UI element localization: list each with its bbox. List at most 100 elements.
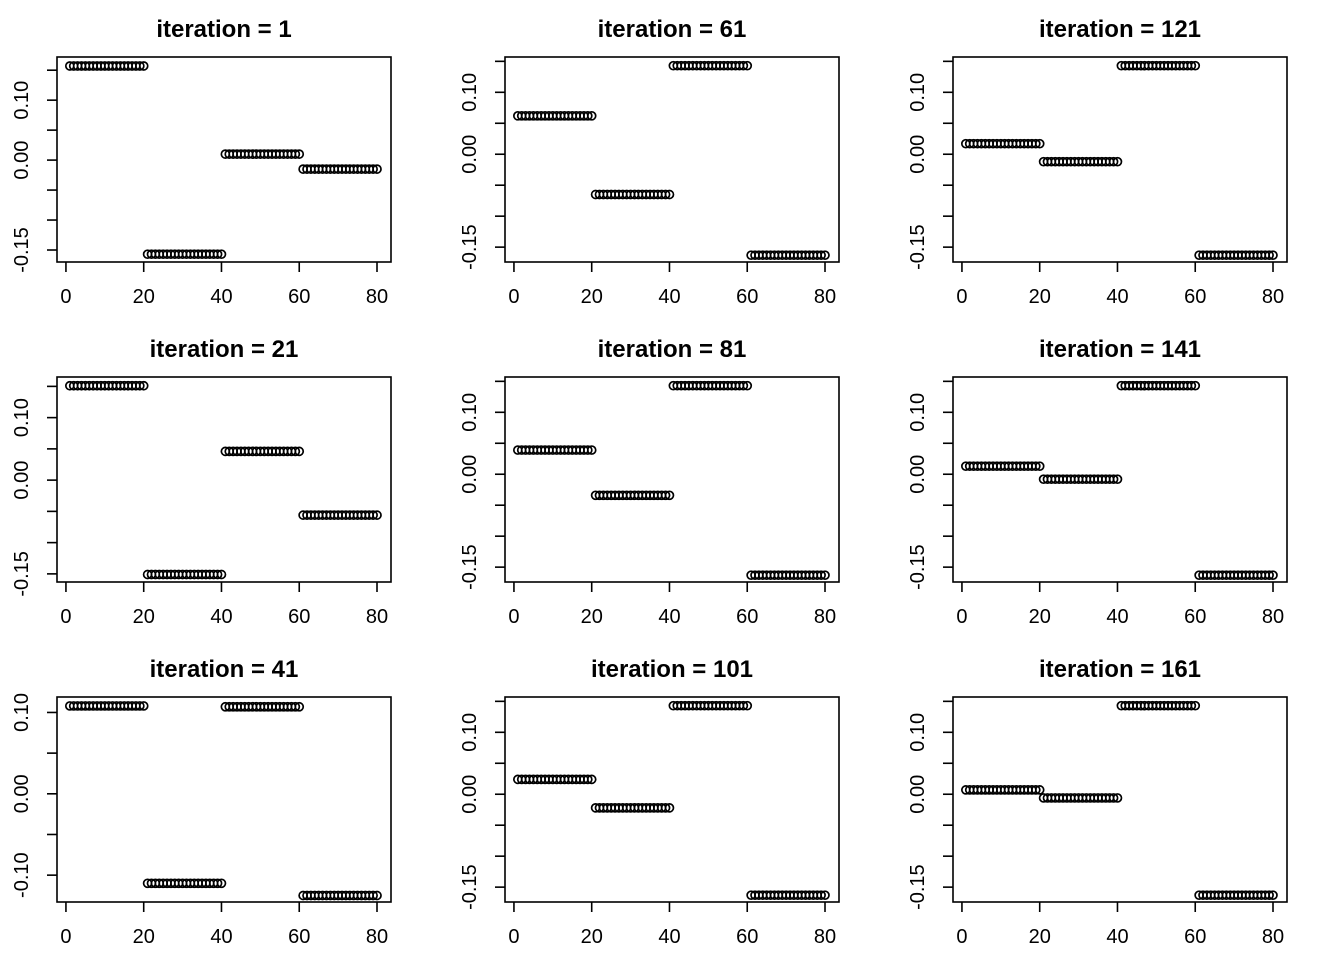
panel-title: iteration = 101	[591, 656, 753, 683]
data-point	[664, 189, 675, 200]
data-point	[294, 446, 305, 457]
plot-svg: iteration = 61 0 20 40 60 80 -0.15 0.00 0.10	[459, 16, 840, 308]
x-axis-tick-label: 0	[956, 926, 967, 948]
x-axis-tick-label: 60	[288, 926, 310, 948]
y-axis-tick-label: 0.00	[11, 461, 33, 500]
data-series-points-61-80	[1194, 250, 1278, 261]
data-point	[820, 890, 830, 901]
x-axis-tick-label: 40	[658, 286, 680, 308]
y-axis-tick-label: 0.10	[459, 713, 481, 752]
y-axis-tick-label: 0.10	[907, 73, 929, 112]
data-series-points-21-40	[142, 569, 227, 580]
data-point	[664, 803, 675, 813]
data-series-points-21-40	[590, 803, 675, 813]
y-axis-tick-label: 0.00	[459, 455, 481, 494]
data-point	[290, 701, 301, 712]
plot-box	[56, 376, 392, 583]
plot-panel-iteration-21: iteration = 21 0 20 40 60 80 -0.15 0.00 0.10	[0, 320, 448, 640]
data-series-points-61-80	[1194, 890, 1278, 901]
data-point	[820, 570, 830, 581]
data-point	[294, 701, 305, 712]
panel-title: iteration = 161	[1039, 656, 1201, 683]
panel-title: iteration = 21	[150, 336, 299, 363]
plot-box	[56, 56, 392, 263]
x-axis-tick-label: 80	[814, 286, 836, 308]
plot-panel-iteration-1: iteration = 1 0 20 40 60 80 -0.15 0.00 0.10	[0, 0, 448, 320]
data-point	[738, 380, 749, 391]
x-axis-tick-label: 80	[814, 606, 836, 628]
y-axis-tick-label: 0.00	[907, 775, 929, 814]
x-axis-tick-label: 40	[1106, 286, 1128, 308]
data-point	[586, 774, 597, 785]
data-series-points-1-20	[64, 701, 149, 711]
y-axis-tick-label: 0.00	[907, 455, 929, 494]
plot-svg: iteration = 121 0 20 40 60 80 -0.15 0.00 0.10	[907, 16, 1288, 308]
data-point	[664, 490, 675, 501]
data-point	[816, 250, 826, 261]
data-series-points-41-60	[1116, 380, 1201, 391]
data-point	[138, 61, 149, 71]
data-point	[290, 149, 301, 159]
y-axis-tick-label: -0.15	[907, 544, 929, 590]
data-series-points-41-60	[1116, 60, 1201, 71]
x-axis-tick-label: 80	[814, 926, 836, 948]
x-axis-tick-label: 0	[60, 926, 71, 948]
x-axis-tick-label: 40	[658, 606, 680, 628]
data-point	[212, 249, 223, 260]
data-point	[134, 61, 145, 71]
x-axis-tick-label: 20	[1029, 286, 1051, 308]
data-point	[742, 700, 753, 711]
x-axis-tick-label: 80	[366, 606, 388, 628]
x-axis-tick-label: 20	[1029, 926, 1051, 948]
y-axis-tick-label: -0.10	[11, 852, 33, 898]
panel-title: iteration = 41	[150, 656, 299, 683]
data-point	[1190, 380, 1201, 391]
y-axis-tick-label: 0.00	[459, 135, 481, 174]
data-point	[372, 164, 382, 174]
y-axis-tick-label: 0.10	[11, 398, 33, 437]
data-point	[586, 445, 597, 455]
x-axis-tick-label: 0	[956, 606, 967, 628]
data-point	[368, 510, 378, 520]
x-axis-tick-label: 40	[210, 286, 232, 308]
data-series-points-1-20	[960, 461, 1045, 472]
data-point	[582, 110, 593, 121]
data-point	[138, 701, 149, 711]
data-point	[660, 490, 671, 501]
data-point	[1112, 474, 1123, 485]
y-axis-tick-label: -0.15	[459, 224, 481, 270]
data-point	[212, 878, 223, 889]
y-axis-tick-label: 0.10	[907, 713, 929, 752]
y-axis-tick-label: 0.10	[459, 393, 481, 432]
x-axis-tick-label: 40	[210, 926, 232, 948]
y-axis-tick-label: 0.00	[459, 775, 481, 814]
x-axis-tick-label: 0	[60, 606, 71, 628]
panel-title: iteration = 81	[598, 336, 747, 363]
data-point	[1186, 60, 1197, 71]
data-series-points-1-20	[512, 774, 597, 785]
data-point	[1034, 138, 1045, 149]
x-axis-tick-label: 40	[1106, 926, 1128, 948]
data-series-points-41-60	[668, 700, 753, 711]
plot-panel-iteration-161: iteration = 161 0 20 40 60 80 -0.15 0.00 0.10	[896, 640, 1344, 960]
plot-panel-iteration-121: iteration = 121 0 20 40 60 80 -0.15 0.00 0.10	[896, 0, 1344, 320]
x-axis-tick-label: 20	[133, 286, 155, 308]
y-axis-tick-label: 0.10	[11, 81, 33, 120]
data-series-points-21-40	[1038, 793, 1123, 803]
y-axis-tick-label: -0.15	[459, 864, 481, 910]
plot-svg: iteration = 21 0 20 40 60 80 -0.15 0.00 0.10	[11, 336, 392, 628]
data-series-points-61-80	[1194, 570, 1278, 581]
plot-box	[504, 56, 840, 263]
data-point	[1030, 461, 1041, 472]
x-axis-tick-label: 40	[210, 606, 232, 628]
y-axis-tick-label: 0.10	[11, 693, 33, 732]
plot-panel-iteration-81: iteration = 81 0 20 40 60 80 -0.15 0.00 0.10	[448, 320, 896, 640]
data-series-points-21-40	[590, 490, 675, 501]
data-point	[1108, 793, 1119, 803]
data-point	[816, 890, 826, 901]
plot-box	[952, 696, 1288, 903]
data-series-points-41-60	[1116, 700, 1201, 711]
x-axis-tick-label: 0	[508, 606, 519, 628]
data-point	[1268, 570, 1278, 581]
data-point	[1030, 138, 1041, 149]
